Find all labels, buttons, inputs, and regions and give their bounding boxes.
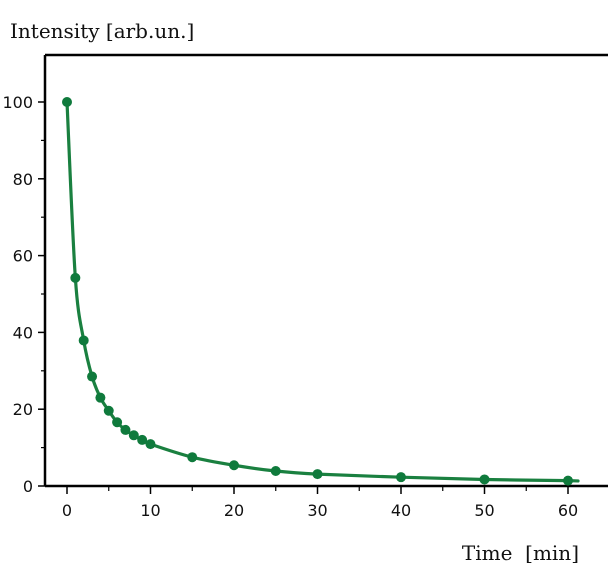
data-point: [70, 272, 81, 283]
data-point: [145, 439, 156, 450]
y-tick-label: 60: [13, 247, 33, 266]
data-point: [229, 460, 239, 471]
data-point: [87, 371, 98, 382]
x-tick-label: 20: [224, 501, 244, 520]
y-tick-label: 80: [13, 170, 33, 189]
data-point: [137, 434, 148, 445]
chart-axes: [43, 53, 608, 488]
series-line: [65, 100, 580, 483]
series-points: [62, 97, 573, 486]
y-tick-label: 20: [13, 400, 33, 419]
x-tick-label: 50: [474, 501, 494, 520]
x-axis-label: Time [min]: [462, 541, 579, 565]
data-point: [187, 452, 198, 463]
chart-ticks: 0 10 20 30 40 50 60 0 20 40 60 80 100: [2, 93, 578, 520]
data-point: [396, 472, 406, 483]
y-tick-label: 100: [2, 93, 33, 112]
series-line-layer: [65, 100, 580, 483]
y-tick-label: 0: [23, 477, 33, 496]
data-point: [312, 469, 323, 480]
x-tick-label: 30: [307, 501, 327, 520]
data-point: [78, 335, 89, 346]
x-tick-label: 40: [391, 501, 411, 520]
y-tick-label: 40: [13, 323, 33, 342]
data-point: [128, 430, 139, 441]
x-tick-label: 0: [62, 501, 72, 520]
data-point: [563, 475, 573, 486]
x-tick-label: 60: [558, 501, 578, 520]
data-point: [479, 474, 490, 485]
x-tick-label: 10: [140, 501, 160, 520]
data-point: [103, 405, 114, 416]
y-axis-label: Intensity [arb.un.]: [10, 19, 194, 43]
data-point: [62, 97, 72, 107]
data-point: [95, 392, 106, 403]
data-point: [112, 417, 123, 428]
data-point: [270, 466, 281, 477]
data-point: [120, 424, 131, 435]
